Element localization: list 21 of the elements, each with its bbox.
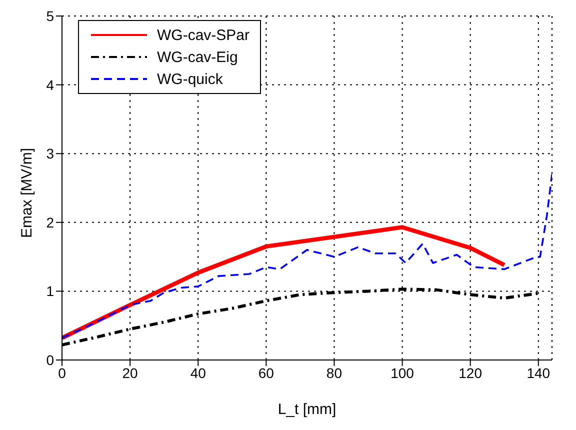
x-tick-label: 100 bbox=[390, 364, 414, 381]
y-tick-label: 1 bbox=[46, 283, 54, 300]
y-tick-label: 4 bbox=[46, 76, 54, 93]
x-tick-label: 120 bbox=[458, 364, 482, 381]
x-tick-label: 40 bbox=[190, 364, 206, 381]
line-series bbox=[62, 173, 552, 339]
legend-label: WG-cav-Eig bbox=[157, 48, 238, 66]
x-tick-label: 140 bbox=[526, 364, 550, 381]
x-axis-title: L_t [mm] bbox=[278, 401, 336, 418]
legend-label: WG-quick bbox=[157, 70, 223, 88]
x-tick-label: 60 bbox=[258, 364, 274, 381]
x-tick-label: 20 bbox=[122, 364, 138, 381]
y-tick-label: 2 bbox=[46, 214, 54, 230]
x-tick-label: 80 bbox=[326, 364, 342, 381]
line-series bbox=[62, 225, 506, 340]
legend-label: WG-cav-SPar bbox=[157, 26, 250, 44]
y-tick-label: 3 bbox=[46, 146, 54, 162]
x-tick-label: 0 bbox=[58, 364, 66, 381]
y-tick-label: 5 bbox=[46, 8, 54, 24]
y-tick-label: 0 bbox=[46, 352, 54, 368]
y-axis-title: Emax [MV/m] bbox=[18, 148, 36, 238]
